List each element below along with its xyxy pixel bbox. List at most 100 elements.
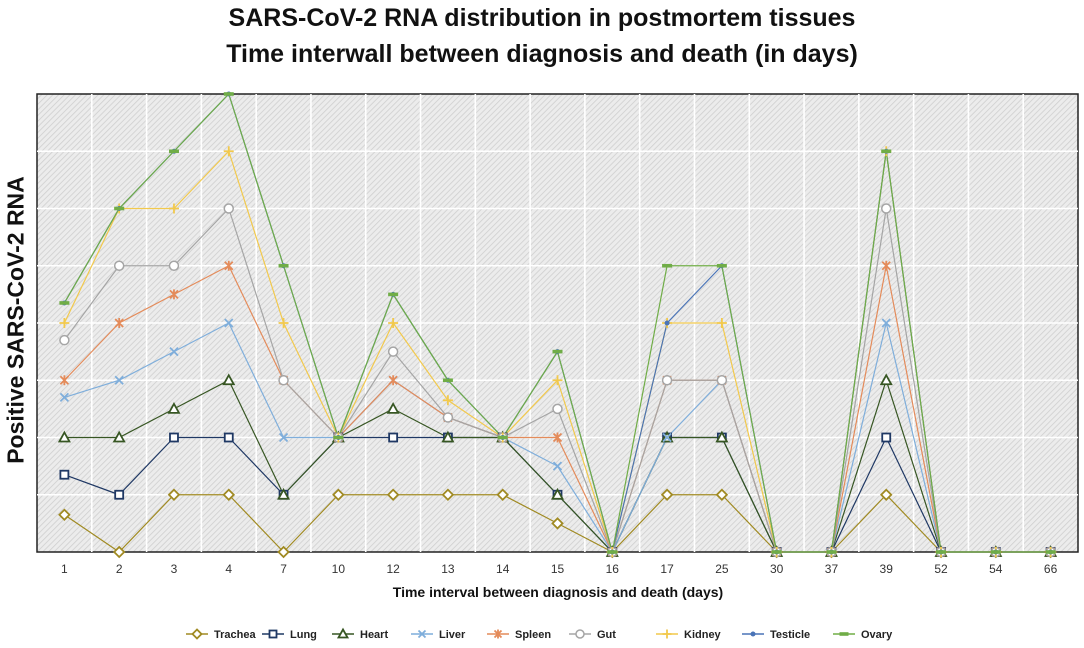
data-point <box>750 631 756 637</box>
chart-title: SARS-CoV-2 RNA distribution in postmorte… <box>228 4 856 32</box>
data-point <box>278 263 289 268</box>
data-point <box>332 488 345 502</box>
data-point <box>57 430 71 443</box>
data-point <box>442 395 453 406</box>
data-point <box>114 206 125 211</box>
data-point <box>224 318 234 328</box>
x-tick-label: 54 <box>989 562 1003 576</box>
data-point <box>442 378 453 383</box>
data-point <box>333 435 344 440</box>
x-tick-label: 3 <box>171 562 178 576</box>
legend-label-testicle: Testicle <box>770 629 810 641</box>
data-point <box>715 488 729 502</box>
data-point <box>114 318 124 328</box>
data-point <box>268 629 278 639</box>
data-point <box>662 432 672 443</box>
legend: Trachea Lung Heart Liver Spleen Gut Kidney Test… <box>186 627 893 641</box>
data-point <box>167 402 181 414</box>
data-point <box>662 629 672 639</box>
x-tick-label: 25 <box>715 562 729 576</box>
legend-label-heart: Heart <box>360 629 388 641</box>
x-tick-label: 66 <box>1044 562 1058 576</box>
data-point <box>664 320 670 326</box>
data-point <box>660 488 674 502</box>
data-point <box>114 489 125 500</box>
data-point <box>607 550 618 554</box>
data-point <box>661 375 673 386</box>
data-point <box>552 375 563 386</box>
data-point <box>388 375 398 386</box>
data-point <box>169 289 179 300</box>
data-point <box>387 346 399 357</box>
y-axis-label: Positive SARS-CoV-2 RNA <box>2 176 29 464</box>
x-tick-label: 52 <box>934 562 948 576</box>
legend-label-kidney: Kidney <box>684 629 722 641</box>
x-tick-label: 30 <box>770 562 784 576</box>
data-point <box>388 432 399 443</box>
x-tick-label: 2 <box>116 562 123 576</box>
data-point <box>442 412 454 423</box>
data-point <box>277 545 290 559</box>
data-point <box>59 375 70 386</box>
data-point <box>278 375 289 386</box>
data-point <box>715 430 729 443</box>
data-point <box>114 375 124 385</box>
data-point <box>222 488 236 502</box>
legend-label-ovary: Ovary <box>861 629 893 641</box>
data-point <box>277 487 291 500</box>
data-point <box>881 432 892 443</box>
data-point <box>168 149 179 154</box>
data-point <box>826 550 837 554</box>
data-point <box>168 203 179 214</box>
data-point <box>223 146 234 157</box>
data-point <box>112 545 126 559</box>
x-tick-label: 16 <box>606 562 620 576</box>
data-point <box>113 260 125 271</box>
data-point <box>388 318 399 328</box>
data-point <box>169 432 179 443</box>
x-tick-label: 39 <box>880 562 894 576</box>
x-tick-label: 15 <box>551 562 565 576</box>
data-point <box>441 488 455 502</box>
data-point <box>716 318 727 328</box>
legend-label-liver: Liver <box>439 629 466 641</box>
x-axis: 1 2 3 4 7 10 12 13 14 15 16 17 25 30 37 39 52 54 66 <box>61 562 1058 576</box>
data-point <box>169 346 179 357</box>
data-point <box>59 392 70 403</box>
data-point <box>167 488 181 502</box>
legend-label-spleen: Spleen <box>515 629 551 641</box>
chart-subtitle: Time interwall between diagnosis and dea… <box>226 40 858 68</box>
x-tick-label: 14 <box>496 562 510 576</box>
data-point <box>575 629 585 639</box>
data-point <box>497 435 508 440</box>
data-point <box>58 508 71 522</box>
legend-label-gut: Gut <box>597 629 616 641</box>
data-point <box>496 488 509 502</box>
data-point <box>417 629 427 639</box>
data-point <box>771 550 782 554</box>
data-point <box>552 349 563 354</box>
data-point <box>59 469 70 480</box>
x-tick-label: 13 <box>441 562 455 576</box>
x-tick-label: 37 <box>825 562 839 576</box>
data-point <box>223 432 234 443</box>
x-tick-label: 7 <box>280 562 287 576</box>
data-point <box>493 629 503 639</box>
data-point <box>278 432 289 443</box>
x-tick-label: 17 <box>660 562 674 576</box>
x-tick-label: 4 <box>225 562 232 576</box>
data-point <box>222 373 236 386</box>
data-point <box>59 301 70 305</box>
data-point <box>386 402 400 414</box>
data-point <box>386 488 400 502</box>
data-point <box>839 632 849 636</box>
data-point <box>552 403 563 415</box>
data-point <box>662 263 673 268</box>
data-point <box>716 375 728 386</box>
data-point <box>881 318 891 328</box>
data-point <box>223 203 235 214</box>
data-point <box>879 488 893 502</box>
data-point <box>224 260 234 271</box>
data-point <box>112 430 126 443</box>
x-tick-label: 12 <box>386 562 400 576</box>
